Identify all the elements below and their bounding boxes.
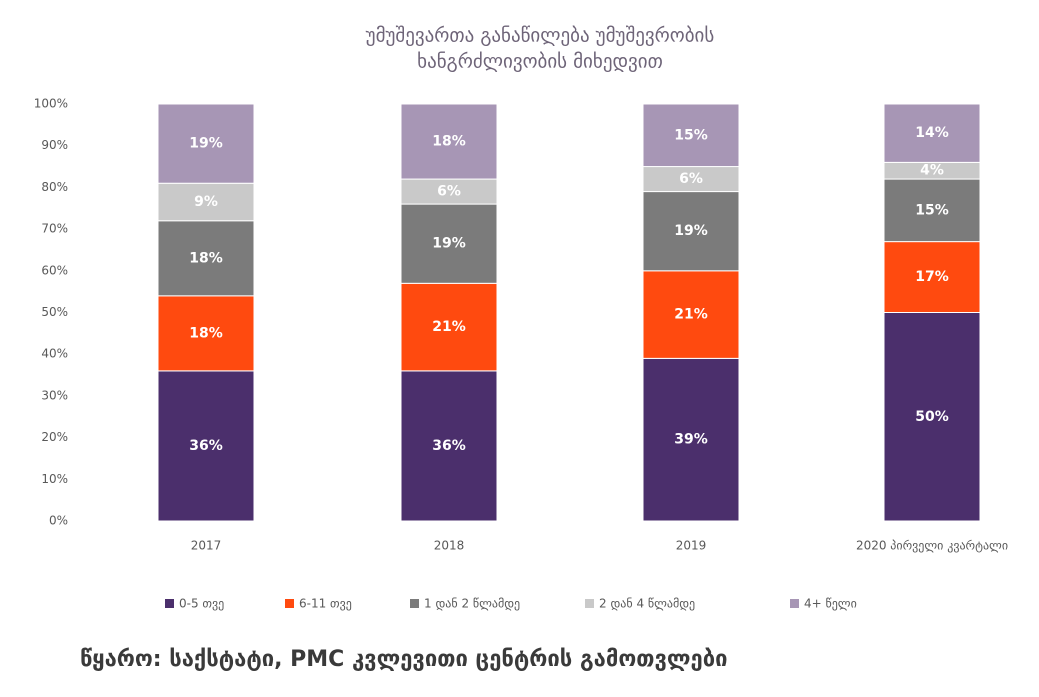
x-tick-label: 2017 xyxy=(191,539,222,553)
bar-segment xyxy=(883,241,981,313)
y-tick-label: 100% xyxy=(34,97,68,111)
bar-segment xyxy=(400,103,498,180)
y-tick-label: 80% xyxy=(41,180,68,194)
bar-segment xyxy=(400,203,498,284)
legend-label: 0-5 თვე xyxy=(179,597,224,611)
y-tick-label: 90% xyxy=(41,138,68,152)
data-label: 36% xyxy=(189,438,223,454)
chart-title: უმუშევართა განაწილება უმუშევრობის xyxy=(366,25,715,47)
legend-swatch xyxy=(165,599,174,608)
bar-segment xyxy=(642,270,740,359)
y-tick-label: 20% xyxy=(41,430,68,444)
data-label: 19% xyxy=(432,236,466,252)
bar-segment xyxy=(400,370,498,522)
data-label: 18% xyxy=(189,325,223,341)
legend-swatch xyxy=(285,599,294,608)
bar-segment xyxy=(157,103,255,184)
bar-segment xyxy=(642,191,740,272)
legend-swatch xyxy=(410,599,419,608)
data-label: 50% xyxy=(915,409,949,425)
legend-swatch xyxy=(585,599,594,608)
data-label: 6% xyxy=(679,171,703,187)
bar-segment xyxy=(642,357,740,522)
chart-title: ხანგრძლივობის მიხედვით xyxy=(417,51,663,73)
source-note: წყარო: საქსტატი, PMC კვლევითი ცენტრის გა… xyxy=(80,647,728,672)
data-label: 21% xyxy=(432,319,466,335)
data-label: 18% xyxy=(432,134,466,150)
data-label: 19% xyxy=(189,136,223,152)
data-label: 18% xyxy=(189,250,223,266)
bar-segment xyxy=(883,312,981,522)
data-label: 4% xyxy=(920,163,944,179)
data-label: 6% xyxy=(437,184,461,200)
bar-segment xyxy=(642,103,740,168)
bar-segment xyxy=(157,370,255,522)
y-tick-label: 0% xyxy=(49,514,68,528)
legend-label: 4+ წელი xyxy=(804,597,857,611)
data-label: 21% xyxy=(674,307,708,323)
bar-segment xyxy=(157,182,255,222)
data-label: 39% xyxy=(674,432,708,448)
data-label: 9% xyxy=(194,194,218,210)
y-tick-label: 40% xyxy=(41,347,68,361)
bar-segment xyxy=(400,178,498,205)
y-tick-label: 30% xyxy=(41,388,68,402)
data-label: 15% xyxy=(674,127,708,143)
x-tick-label: 2019 xyxy=(676,539,707,553)
legend-label: 1 დან 2 წლამდე xyxy=(424,597,520,611)
x-tick-label: 2020 პირველი კვარტალი xyxy=(856,539,1008,553)
legend-swatch xyxy=(790,599,799,608)
y-tick-label: 10% xyxy=(41,472,68,486)
x-tick-label: 2018 xyxy=(434,539,465,553)
y-tick-label: 60% xyxy=(41,263,68,277)
legend-label: 2 დან 4 წლამდე xyxy=(599,597,695,611)
y-tick-label: 70% xyxy=(41,222,68,236)
data-label: 15% xyxy=(915,202,949,218)
y-tick-label: 50% xyxy=(41,305,68,319)
data-label: 36% xyxy=(432,438,466,454)
data-label: 17% xyxy=(915,269,949,285)
bar-segment xyxy=(400,282,498,372)
bar-segment xyxy=(883,178,981,243)
data-label: 14% xyxy=(915,125,949,141)
legend-label: 6-11 თვე xyxy=(299,597,352,611)
bar-segment xyxy=(157,295,255,372)
data-label: 19% xyxy=(674,223,708,239)
bar-segment xyxy=(883,103,981,163)
